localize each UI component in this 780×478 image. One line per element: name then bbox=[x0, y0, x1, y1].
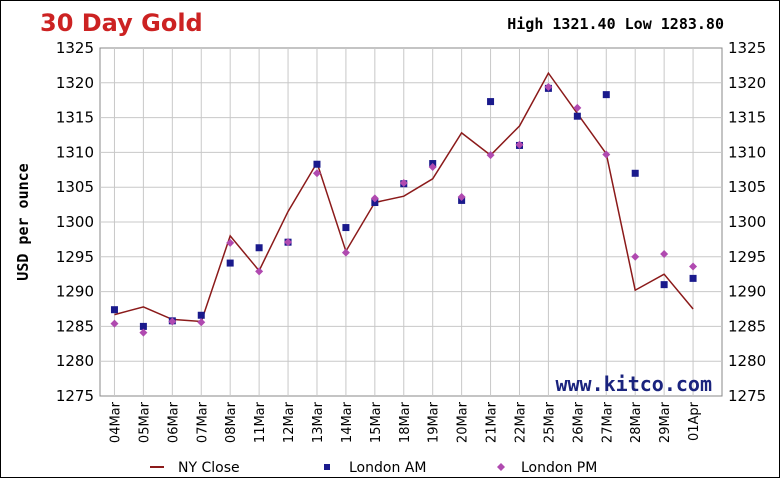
x-tick-label: 01Apr bbox=[687, 401, 702, 441]
y-tick-label-right: 1290 bbox=[728, 283, 766, 301]
y-tick-label-left: 1295 bbox=[56, 248, 94, 266]
x-tick-label: 29Mar bbox=[658, 401, 673, 443]
y-tick-label-left: 1290 bbox=[56, 283, 94, 301]
legend-london-am: London AM bbox=[349, 460, 426, 476]
x-tick-label: 18Mar bbox=[398, 401, 413, 443]
y-tick-label-left: 1300 bbox=[56, 213, 94, 231]
x-tick-label: 12Mar bbox=[282, 401, 297, 443]
y-tick-label-right: 1315 bbox=[728, 109, 766, 127]
point-london-pm bbox=[428, 163, 437, 172]
point-london-am bbox=[487, 98, 495, 106]
point-london-am bbox=[342, 224, 350, 232]
point-london-am bbox=[602, 91, 610, 99]
x-tick-label: 25Mar bbox=[542, 401, 557, 443]
point-london-pm bbox=[689, 262, 698, 271]
chart-title: 30 Day Gold bbox=[40, 9, 203, 37]
point-london-pm bbox=[486, 151, 495, 160]
point-london-am bbox=[660, 281, 668, 289]
x-tick-label: 19Mar bbox=[427, 401, 442, 443]
y-tick-label-right: 1275 bbox=[728, 387, 766, 405]
grid bbox=[100, 48, 722, 396]
point-london-pm bbox=[370, 194, 379, 203]
point-london-am bbox=[226, 259, 234, 267]
y-tick-label-left: 1315 bbox=[56, 109, 94, 127]
y-tick-label-left: 1280 bbox=[56, 352, 94, 370]
x-tick-label: 06Mar bbox=[166, 401, 181, 443]
series-line-ny-close bbox=[114, 71, 694, 323]
legend-london-am-swatch bbox=[324, 464, 330, 470]
x-tick-label: 14Mar bbox=[340, 401, 355, 443]
point-london-pm bbox=[139, 328, 148, 337]
y-tick-label-right: 1295 bbox=[728, 248, 766, 266]
y-axis-left: 1325 1320 1315 1310 1305 1300 1295 1290 1285 1280… bbox=[56, 39, 94, 405]
point-london-pm bbox=[110, 319, 119, 328]
y-axis-label: USD per ounce bbox=[14, 163, 32, 280]
point-london-am bbox=[110, 306, 118, 314]
x-tick-label: 05Mar bbox=[137, 401, 152, 443]
point-london-pm bbox=[284, 238, 293, 247]
x-axis: 04Mar 05Mar 06Mar 07Mar 08Mar 11Mar 12Mar 13Mar… bbox=[108, 401, 702, 443]
point-london-am bbox=[631, 169, 639, 177]
y-tick-label-left: 1325 bbox=[56, 39, 94, 57]
y-tick-label-left: 1320 bbox=[56, 74, 94, 92]
point-london-am bbox=[573, 112, 581, 120]
point-london-pm bbox=[515, 140, 524, 149]
y-tick-label-right: 1300 bbox=[728, 213, 766, 231]
point-london-pm bbox=[399, 179, 408, 188]
point-london-pm bbox=[631, 252, 640, 261]
x-tick-label: 27Mar bbox=[600, 401, 615, 443]
point-london-pm bbox=[660, 250, 669, 259]
point-london-am bbox=[371, 199, 379, 207]
y-tick-label-right: 1320 bbox=[728, 74, 766, 92]
series bbox=[110, 71, 698, 337]
watermark: www.kitco.com bbox=[555, 372, 712, 396]
x-tick-label: 15Mar bbox=[369, 401, 384, 443]
x-tick-label: 20Mar bbox=[456, 401, 471, 443]
legend-london-pm: London PM bbox=[521, 460, 597, 476]
y-tick-label-left: 1310 bbox=[56, 143, 94, 161]
point-london-pm bbox=[226, 238, 235, 247]
y-tick-label-right: 1280 bbox=[728, 352, 766, 370]
y-axis-right: 1325 1320 1315 1310 1305 1300 1295 1290 1285 1280… bbox=[728, 39, 766, 405]
x-tick-label: 22Mar bbox=[513, 401, 528, 443]
legend: NY Close London AM London PM bbox=[150, 460, 597, 476]
point-london-am bbox=[197, 311, 205, 319]
y-tick-label-right: 1285 bbox=[728, 317, 766, 335]
x-tick-label: 13Mar bbox=[311, 401, 326, 443]
legend-london-pm-swatch bbox=[497, 463, 505, 471]
x-tick-label: 04Mar bbox=[108, 401, 123, 443]
point-london-pm bbox=[255, 267, 264, 276]
x-tick-label: 21Mar bbox=[485, 401, 500, 443]
x-tick-label: 11Mar bbox=[253, 401, 268, 443]
y-tick-label-right: 1325 bbox=[728, 39, 766, 57]
point-london-am bbox=[139, 322, 147, 330]
point-london-am bbox=[255, 244, 263, 252]
point-london-pm bbox=[602, 150, 611, 159]
y-tick-label-left: 1275 bbox=[56, 387, 94, 405]
y-tick-label-right: 1305 bbox=[728, 178, 766, 196]
y-tick-label-left: 1285 bbox=[56, 317, 94, 335]
point-london-am bbox=[689, 274, 697, 282]
legend-ny-close: NY Close bbox=[178, 460, 240, 476]
point-london-pm bbox=[197, 318, 206, 327]
x-tick-label: 08Mar bbox=[224, 401, 239, 443]
point-london-pm bbox=[168, 317, 177, 326]
point-london-pm bbox=[312, 169, 321, 178]
point-london-pm bbox=[573, 103, 582, 112]
high-low-readout: High 1321.40 Low 1283.80 bbox=[507, 15, 724, 33]
point-london-pm bbox=[544, 82, 553, 91]
point-london-pm bbox=[457, 192, 466, 201]
x-tick-label: 07Mar bbox=[195, 401, 210, 443]
y-tick-label-right: 1310 bbox=[728, 143, 766, 161]
x-tick-label: 26Mar bbox=[571, 401, 586, 443]
point-london-am bbox=[313, 160, 321, 168]
y-tick-label-left: 1305 bbox=[56, 178, 94, 196]
point-london-pm bbox=[341, 248, 350, 257]
x-tick-label: 28Mar bbox=[629, 401, 644, 443]
